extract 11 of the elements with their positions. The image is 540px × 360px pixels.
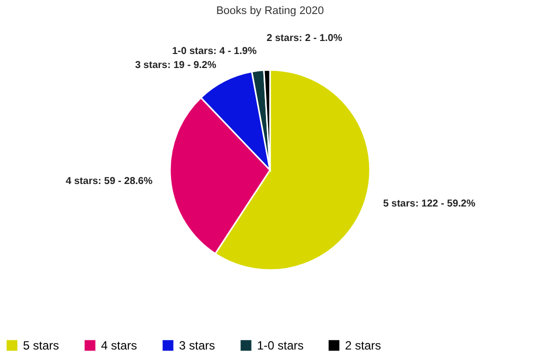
legend-label: 3 stars: [179, 338, 216, 352]
data-label: 3 stars: 19 - 9.2%: [135, 60, 216, 71]
data-label: 5 stars: 122 - 59.2%: [383, 198, 476, 210]
chart-title: Books by Rating 2020: [216, 5, 324, 17]
data-label: 2 stars: 2 - 1.0%: [266, 33, 342, 44]
data-label: 1-0 stars: 4 - 1.9%: [172, 46, 257, 57]
data-label: 4 stars: 59 - 28.6%: [66, 176, 153, 187]
legend-label: 2 stars: [345, 338, 382, 352]
legend-label: 1-0 stars: [257, 338, 304, 352]
legend-label: 4 stars: [101, 338, 138, 352]
legend-label: 5 stars: [23, 338, 60, 352]
